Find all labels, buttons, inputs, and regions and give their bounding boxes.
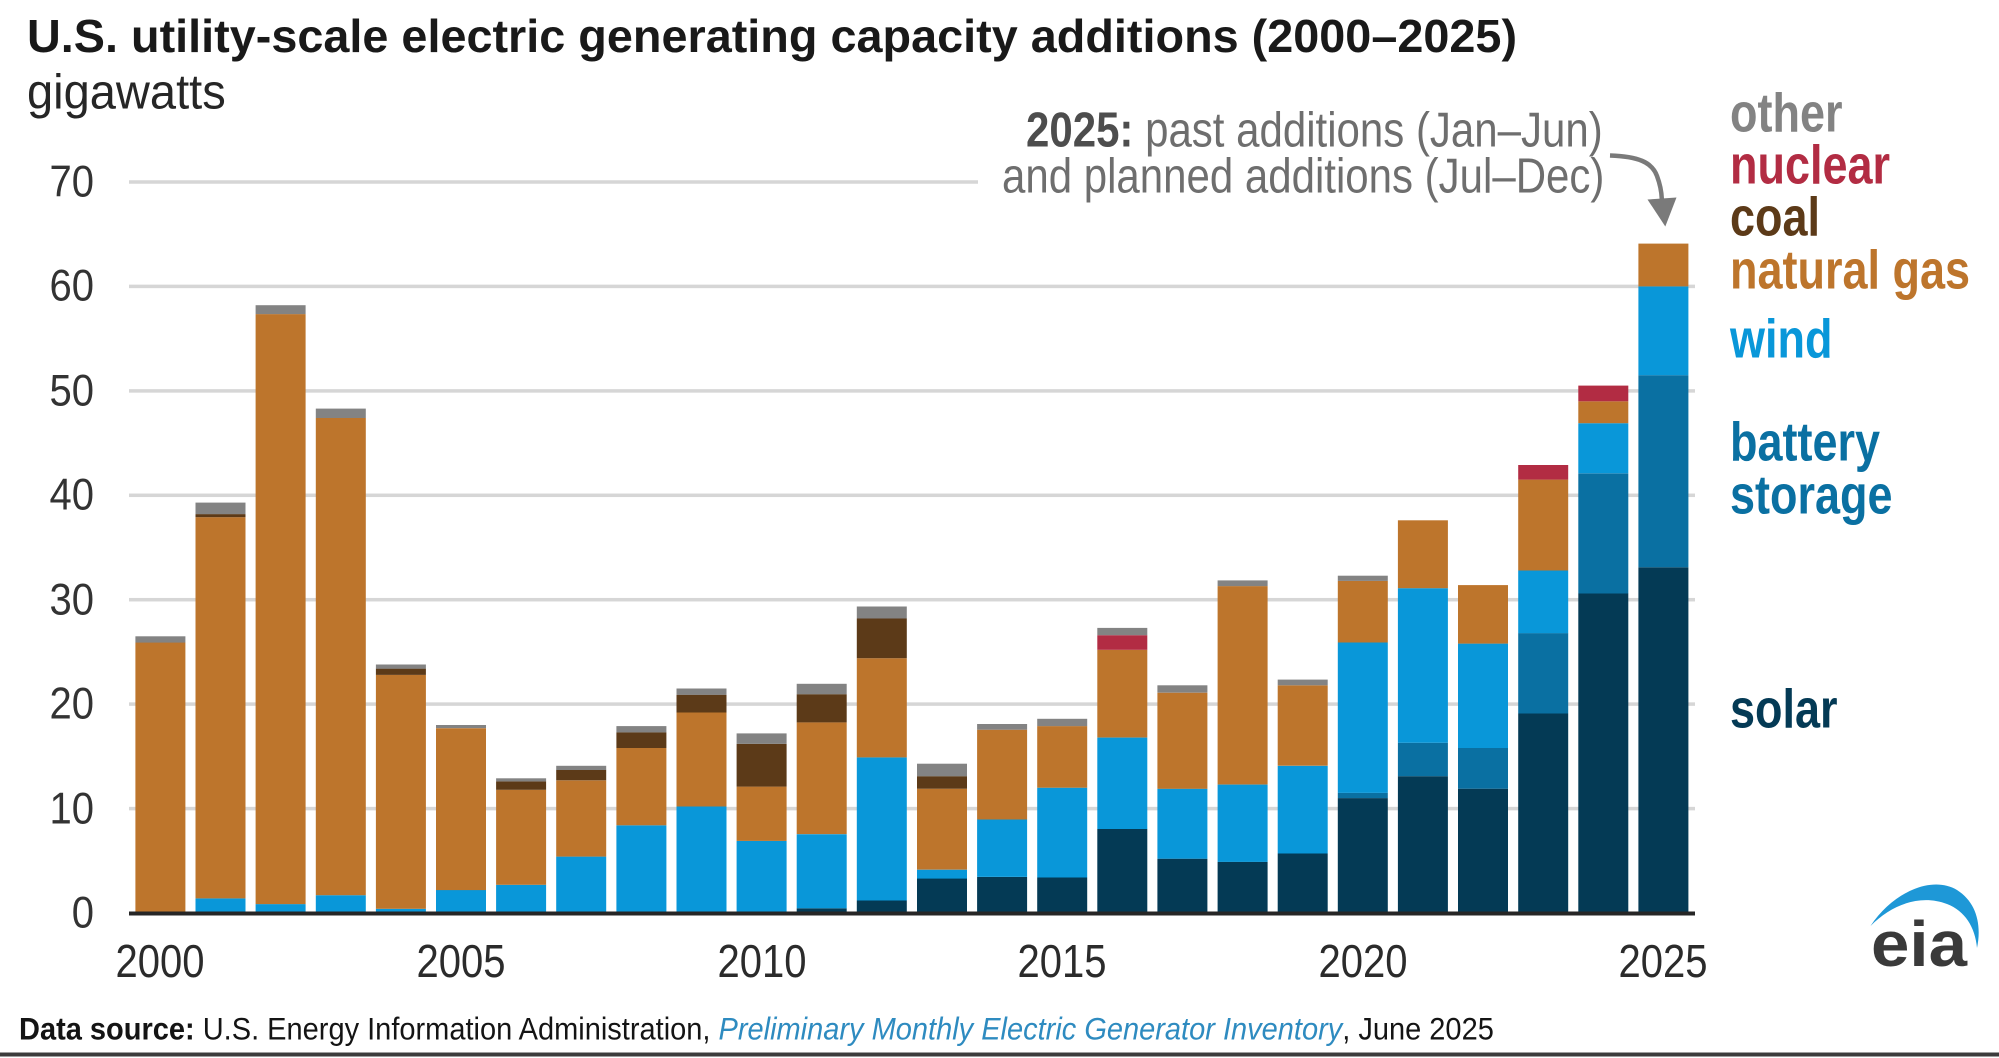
svg-text:eia: eia [1871,908,1967,980]
